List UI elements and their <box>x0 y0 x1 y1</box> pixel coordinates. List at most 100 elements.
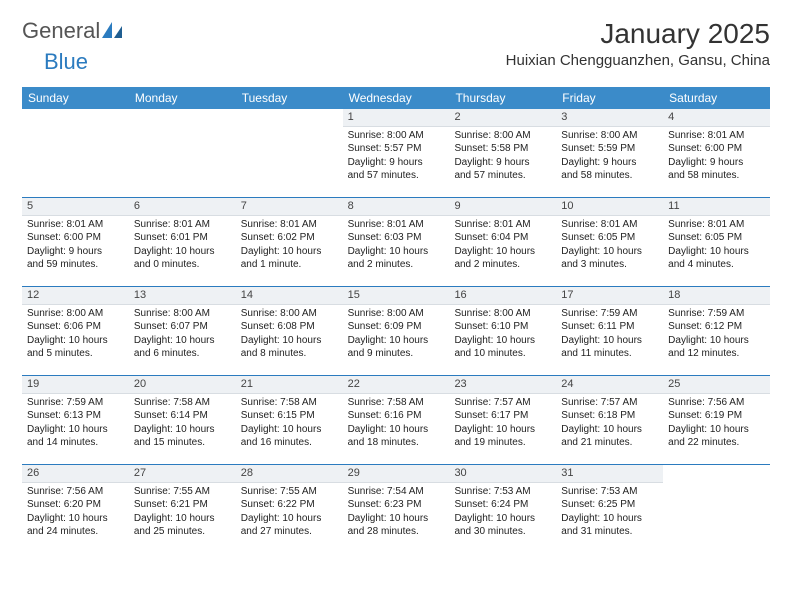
day-number: 23 <box>449 376 556 394</box>
daylight2-text: and 27 minutes. <box>241 525 338 539</box>
day-cell: 27Sunrise: 7:55 AMSunset: 6:21 PMDayligh… <box>129 465 236 553</box>
month-title: January 2025 <box>506 18 770 50</box>
day-cell: . <box>129 109 236 197</box>
sunset-text: Sunset: 6:12 PM <box>668 320 765 334</box>
sunset-text: Sunset: 6:09 PM <box>348 320 445 334</box>
day-cell: 7Sunrise: 8:01 AMSunset: 6:02 PMDaylight… <box>236 198 343 286</box>
brand-part2: Blue <box>44 49 88 75</box>
sunset-text: Sunset: 6:16 PM <box>348 409 445 423</box>
daylight1-text: Daylight: 10 hours <box>241 423 338 437</box>
daylight2-text: and 2 minutes. <box>348 258 445 272</box>
day-cell: 2Sunrise: 8:00 AMSunset: 5:58 PMDaylight… <box>449 109 556 197</box>
daylight1-text: Daylight: 10 hours <box>454 512 551 526</box>
day-cell: 20Sunrise: 7:58 AMSunset: 6:14 PMDayligh… <box>129 376 236 464</box>
daylight1-text: Daylight: 10 hours <box>668 245 765 259</box>
daylight2-text: and 22 minutes. <box>668 436 765 450</box>
day-number: 16 <box>449 287 556 305</box>
day-cell: 24Sunrise: 7:57 AMSunset: 6:18 PMDayligh… <box>556 376 663 464</box>
day-number: 8 <box>343 198 450 216</box>
sunrise-text: Sunrise: 7:57 AM <box>454 396 551 410</box>
day-cell: 8Sunrise: 8:01 AMSunset: 6:03 PMDaylight… <box>343 198 450 286</box>
daylight2-text: and 14 minutes. <box>27 436 124 450</box>
sunrise-text: Sunrise: 7:55 AM <box>241 485 338 499</box>
day-number: 12 <box>22 287 129 305</box>
daylight1-text: Daylight: 10 hours <box>454 245 551 259</box>
sunrise-text: Sunrise: 8:00 AM <box>454 307 551 321</box>
daylight1-text: Daylight: 10 hours <box>348 512 445 526</box>
sunset-text: Sunset: 6:08 PM <box>241 320 338 334</box>
daylight2-text: and 21 minutes. <box>561 436 658 450</box>
day-number: 28 <box>236 465 343 483</box>
daylight2-text: and 57 minutes. <box>348 169 445 183</box>
day-cell: . <box>236 109 343 197</box>
day-number: 1 <box>343 109 450 127</box>
day-number: 22 <box>343 376 450 394</box>
sunset-text: Sunset: 6:00 PM <box>668 142 765 156</box>
weeks-container: ...1Sunrise: 8:00 AMSunset: 5:57 PMDayli… <box>22 109 770 553</box>
sunrise-text: Sunrise: 7:59 AM <box>561 307 658 321</box>
daylight1-text: Daylight: 10 hours <box>134 423 231 437</box>
daylight2-text: and 18 minutes. <box>348 436 445 450</box>
sunset-text: Sunset: 6:13 PM <box>27 409 124 423</box>
day-number: 19 <box>22 376 129 394</box>
sunset-text: Sunset: 5:59 PM <box>561 142 658 156</box>
day-number: 4 <box>663 109 770 127</box>
sunset-text: Sunset: 6:24 PM <box>454 498 551 512</box>
sunset-text: Sunset: 6:11 PM <box>561 320 658 334</box>
daylight2-text: and 12 minutes. <box>668 347 765 361</box>
day-cell: . <box>22 109 129 197</box>
daylight1-text: Daylight: 10 hours <box>134 245 231 259</box>
day-cell: 29Sunrise: 7:54 AMSunset: 6:23 PMDayligh… <box>343 465 450 553</box>
day-number: 26 <box>22 465 129 483</box>
day-cell: 19Sunrise: 7:59 AMSunset: 6:13 PMDayligh… <box>22 376 129 464</box>
sunrise-text: Sunrise: 7:58 AM <box>241 396 338 410</box>
day-cell: 22Sunrise: 7:58 AMSunset: 6:16 PMDayligh… <box>343 376 450 464</box>
day-number: 5 <box>22 198 129 216</box>
sunrise-text: Sunrise: 8:00 AM <box>561 129 658 143</box>
daylight1-text: Daylight: 10 hours <box>27 334 124 348</box>
sunset-text: Sunset: 6:04 PM <box>454 231 551 245</box>
sunset-text: Sunset: 6:02 PM <box>241 231 338 245</box>
daylight2-text: and 16 minutes. <box>241 436 338 450</box>
sunrise-text: Sunrise: 8:01 AM <box>668 129 765 143</box>
day-cell: 12Sunrise: 8:00 AMSunset: 6:06 PMDayligh… <box>22 287 129 375</box>
day-number: 29 <box>343 465 450 483</box>
daylight1-text: Daylight: 10 hours <box>134 334 231 348</box>
sunrise-text: Sunrise: 8:01 AM <box>134 218 231 232</box>
daylight1-text: Daylight: 10 hours <box>561 245 658 259</box>
day-number: 15 <box>343 287 450 305</box>
calendar-page: General January 2025 Huixian Chengguanzh… <box>0 0 792 553</box>
day-cell: 3Sunrise: 8:00 AMSunset: 5:59 PMDaylight… <box>556 109 663 197</box>
daylight1-text: Daylight: 10 hours <box>27 512 124 526</box>
day-number: 30 <box>449 465 556 483</box>
day-number: 2 <box>449 109 556 127</box>
sunset-text: Sunset: 6:15 PM <box>241 409 338 423</box>
day-number: 13 <box>129 287 236 305</box>
daylight2-text: and 24 minutes. <box>27 525 124 539</box>
location-text: Huixian Chengguanzhen, Gansu, China <box>506 52 770 69</box>
daylight2-text: and 4 minutes. <box>668 258 765 272</box>
sunset-text: Sunset: 6:19 PM <box>668 409 765 423</box>
daylight1-text: Daylight: 9 hours <box>561 156 658 170</box>
day-number: 11 <box>663 198 770 216</box>
daylight1-text: Daylight: 10 hours <box>348 423 445 437</box>
daylight2-text: and 57 minutes. <box>454 169 551 183</box>
weekday-sun: Sunday <box>22 87 129 109</box>
sunrise-text: Sunrise: 8:00 AM <box>348 129 445 143</box>
sunrise-text: Sunrise: 7:58 AM <box>134 396 231 410</box>
daylight2-text: and 9 minutes. <box>348 347 445 361</box>
sunset-text: Sunset: 6:22 PM <box>241 498 338 512</box>
day-cell: 25Sunrise: 7:56 AMSunset: 6:19 PMDayligh… <box>663 376 770 464</box>
daylight2-text: and 11 minutes. <box>561 347 658 361</box>
day-cell: 14Sunrise: 8:00 AMSunset: 6:08 PMDayligh… <box>236 287 343 375</box>
sunrise-text: Sunrise: 8:01 AM <box>561 218 658 232</box>
brand-part1: General <box>22 18 100 44</box>
daylight2-text: and 31 minutes. <box>561 525 658 539</box>
sunset-text: Sunset: 6:21 PM <box>134 498 231 512</box>
day-number: 24 <box>556 376 663 394</box>
daylight2-text: and 28 minutes. <box>348 525 445 539</box>
week-row: 12Sunrise: 8:00 AMSunset: 6:06 PMDayligh… <box>22 287 770 376</box>
sunrise-text: Sunrise: 8:01 AM <box>668 218 765 232</box>
day-cell: 13Sunrise: 8:00 AMSunset: 6:07 PMDayligh… <box>129 287 236 375</box>
sunset-text: Sunset: 6:03 PM <box>348 231 445 245</box>
